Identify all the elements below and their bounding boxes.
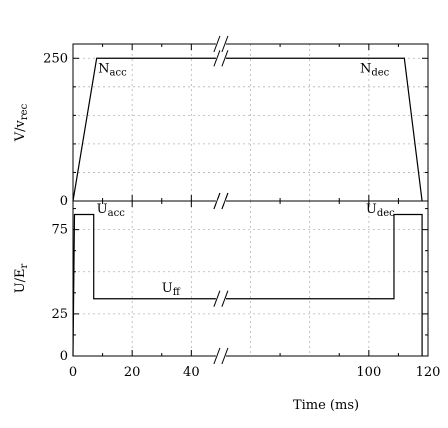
axis-break-gap [215,56,226,61]
x-tick-label: 40 [183,365,200,380]
series-line-2 [72,213,423,357]
annotation-u-dec-main: U [366,202,377,217]
axis-break-slash [213,192,221,210]
y-tick-label: 250 [43,51,68,66]
annotation-n-acc: Nacc [98,62,127,79]
series-line-1 [72,57,423,202]
y-tick-label: 25 [51,307,68,322]
annotation-u-acc: Uacc [97,202,126,219]
axis-break-slash [221,35,229,53]
x-tick-label: 100 [356,365,381,380]
annotation-n-dec-sub: dec [371,68,389,79]
axis-break-slash [221,347,229,365]
y-tick-label: 75 [51,223,68,238]
axis-break-gap [215,354,226,358]
annotation-u-dec: Udec [366,202,395,219]
x-tick-label: 120 [416,365,441,380]
y-axis-label-1-main: V/v [13,119,28,142]
y-tick-label: 0 [60,349,68,364]
y-axis-label-1-sub: rec [19,103,30,120]
y-tick-label: 0 [60,194,68,209]
axis-break-gap [215,42,226,46]
axis-break-slash [221,192,229,210]
y-axis-label-2-main: U/E [13,268,28,293]
axis-break-slash [221,290,229,307]
annotation-n-acc-main: N [98,62,109,77]
annotation-u-acc-main: U [97,202,108,217]
plot-frame-2 [72,200,429,357]
x-axis-label: Time (ms) [293,398,359,413]
axis-break-slash [213,50,221,67]
annotation-n-dec: Ndec [360,62,390,79]
y-axis-label-1: V/vrec [13,103,30,142]
x-tick-label: 0 [69,365,77,380]
axis-break-slash [213,35,221,53]
annotation-u-acc-sub: acc [108,208,126,219]
axis-break-slash [221,50,229,67]
axis-break-gap [215,199,226,203]
axis-break-gap [215,296,226,301]
axis-break-slash [213,290,221,307]
annotation-u-ff: Uff [162,281,181,298]
annotation-n-dec-main: N [360,62,371,77]
annotation-u-ff-main: U [162,281,173,296]
y-axis-label-2: U/Er [13,263,30,293]
annotation-u-ff-sub: ff [173,287,181,298]
y-axis-label-2-sub: r [19,263,30,268]
annotation-u-dec-sub: dec [377,208,395,219]
annotation-n-acc-sub: acc [110,68,128,79]
x-tick-label: 20 [124,365,141,380]
axis-break-slash [213,347,221,365]
